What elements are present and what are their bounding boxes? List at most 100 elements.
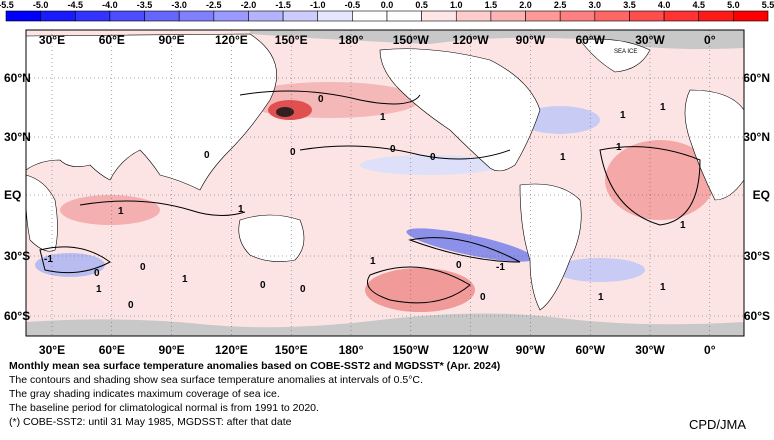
colorbar-tick-label: 2.0 [519,0,532,10]
latitude-labels-right: 60°N 30°N EQ 30°S 60°S [743,71,770,323]
contour-label: 0 [94,268,100,279]
cool-anomaly-east-pacific [360,155,500,175]
land-masses [25,33,745,311]
colorbar-swatch [248,10,284,22]
map-frame [25,29,745,337]
colorbar-tick-label: -3.0 [171,0,187,10]
colorbar-swatch [386,10,422,22]
latitude-label: 60°S [744,309,770,323]
land-north-america [379,48,541,172]
colorbar-tick-label: -2.0 [241,0,257,10]
colorbar-tick-label: -4.5 [68,0,84,10]
colorbar-swatch [698,10,734,22]
colorbar-swatch [317,10,353,22]
contour-label: 0 [318,94,324,105]
contour-line [599,146,701,226]
longitude-label: 60°E [99,343,125,357]
longitude-label: 180° [339,33,364,47]
colorbar-swatch [663,10,700,22]
contour-label: 1 [680,220,686,231]
land-africa-east [25,174,58,252]
colorbar-swatch [559,10,596,22]
contour-label: 0 [480,292,486,303]
colorbar-tick-label: -5.0 [33,0,49,10]
contour-line [408,237,521,263]
sea-ice-arctic [250,30,744,49]
contour-label: 0 [300,284,306,295]
contour-label: -1 [44,254,53,265]
caption-line: The baseline period for climatological n… [9,402,319,414]
longitude-label: 60°E [99,33,125,47]
colorbar-tick-label: 1.5 [485,0,498,10]
caption-line: (*) COBE-SST2: until 31 May 1985, MGDSST… [9,416,292,428]
land-greenland [579,38,651,73]
colorbar-tick-label: 5.5 [762,0,774,10]
cool-anomaly-north-atlantic [520,106,600,134]
sea-ice-antarctic [26,313,744,336]
longitude-label: 150°W [393,343,430,357]
caption-line: The gray shading indicates maximum cover… [9,388,280,400]
colorbar-tick-label: 3.0 [589,0,602,10]
contour-label: 1 [182,274,188,285]
colorbar-tick-label: 1.0 [450,0,463,10]
longitude-label: 120°E [215,343,248,357]
latitude-label: 30°S [4,249,30,263]
contour-label: 0 [140,262,146,273]
anomaly-contours [39,90,701,304]
very-strong-warm-anomaly [276,107,294,117]
colorbar-tick-label: -4.0 [102,0,118,10]
longitude-label: 90°E [159,343,185,357]
longitude-label: 30°E [39,33,65,47]
contour-line [79,200,246,216]
colorbar-tick-label: 4.5 [692,0,705,10]
colorbar-swatch [178,10,215,22]
contour-labels: 0 1 0 1 0 0 0 1 1 1 1 0 0 1 1 0 -1 0 1 0 1 1 -1 0 0 1 1 [44,94,686,311]
contour-label: 1 [560,152,566,163]
contour-label: 1 [96,284,102,295]
longitude-label: 150°E [275,343,308,357]
colorbar-swatch [5,10,41,22]
longitude-label: 30°W [635,33,665,47]
colorbar-swatch [213,10,249,22]
longitude-label: 60°W [575,343,605,357]
anomaly-shading [35,82,715,312]
longitude-label: 0° [704,343,716,357]
caption-line: The contours and shading show sea surfac… [9,374,423,386]
colorbar [5,10,769,22]
colorbar-tick-label: -5.5 [0,0,14,10]
contour-label: 0 [456,260,462,271]
colorbar-swatch [144,10,180,22]
colorbar-swatch [594,10,630,22]
contour-label: 1 [380,112,386,123]
sea-ice [26,30,744,336]
contour-label: 1 [598,292,604,303]
latitude-label: 60°N [4,71,31,85]
longitude-label: 90°E [159,33,185,47]
longitude-label: 150°E [275,33,308,47]
colorbar-swatch [525,10,561,22]
longitude-labels-bottom: 30°E 60°E 90°E 120°E 150°E 180° 150°W 120°W 90°W… [39,343,716,357]
land-australia [238,214,305,262]
colorbar-tick-label: 2.5 [554,0,567,10]
longitude-label: 30°W [635,343,665,357]
longitude-label: 30°E [39,343,65,357]
contour-label: 1 [238,204,244,215]
colorbar-swatch [629,10,665,22]
contour-label: 1 [616,142,622,153]
sea-ice-label: SEA ICE [614,49,637,55]
contour-label: 1 [118,206,124,217]
caption-title: Monthly mean sea surface temperature ano… [9,360,501,372]
warm-anomaly-atlantic [605,140,715,220]
contour-label: 0 [204,150,210,161]
longitude-label: 0° [704,33,716,47]
colorbar-tick-label: -1.5 [275,0,291,10]
colorbar-swatch [455,10,492,22]
longitude-label: 120°W [453,343,490,357]
latitude-label: 60°N [743,71,770,85]
contour-line [239,90,421,105]
colorbar-swatch [40,10,76,22]
credit: CPD/JMA [688,417,746,432]
longitude-label: 180° [339,343,364,357]
latitude-label: 30°N [743,130,770,144]
contour-line [299,145,511,160]
